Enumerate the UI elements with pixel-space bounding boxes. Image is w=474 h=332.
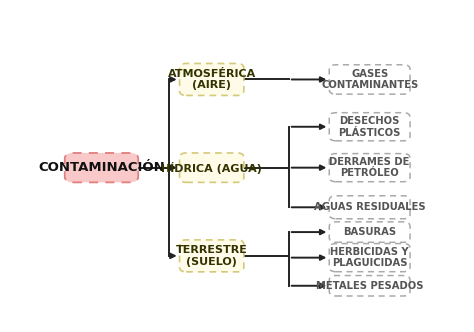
FancyBboxPatch shape xyxy=(65,153,138,182)
Text: DERRAMES DE
PETRÓLEO: DERRAMES DE PETRÓLEO xyxy=(329,157,410,179)
Text: ATMOSFÉRICA
(AIRE): ATMOSFÉRICA (AIRE) xyxy=(168,69,256,90)
FancyBboxPatch shape xyxy=(329,276,410,296)
Text: HÍDRICA (AGUA): HÍDRICA (AGUA) xyxy=(161,162,262,174)
Text: METALES PESADOS: METALES PESADOS xyxy=(316,281,423,291)
FancyBboxPatch shape xyxy=(329,244,410,272)
FancyBboxPatch shape xyxy=(329,113,410,141)
Text: HERBICIDAS Y
PLAGUICIDAS: HERBICIDAS Y PLAGUICIDAS xyxy=(330,247,409,269)
Text: AGUAS RESIDUALES: AGUAS RESIDUALES xyxy=(314,202,426,212)
FancyBboxPatch shape xyxy=(180,63,244,95)
FancyBboxPatch shape xyxy=(329,196,410,219)
Text: GASES
CONTAMINANTES: GASES CONTAMINANTES xyxy=(321,69,418,90)
Text: BASURAS: BASURAS xyxy=(343,227,396,237)
Text: CONTAMINACIÓN: CONTAMINACIÓN xyxy=(38,161,165,174)
FancyBboxPatch shape xyxy=(180,153,244,182)
FancyBboxPatch shape xyxy=(329,154,410,182)
FancyBboxPatch shape xyxy=(180,240,244,272)
FancyBboxPatch shape xyxy=(329,65,410,94)
Text: TERRESTRE
(SUELO): TERRESTRE (SUELO) xyxy=(176,245,247,267)
Text: DESECHOS
PLÁSTICOS: DESECHOS PLÁSTICOS xyxy=(338,116,401,137)
FancyBboxPatch shape xyxy=(329,222,410,242)
